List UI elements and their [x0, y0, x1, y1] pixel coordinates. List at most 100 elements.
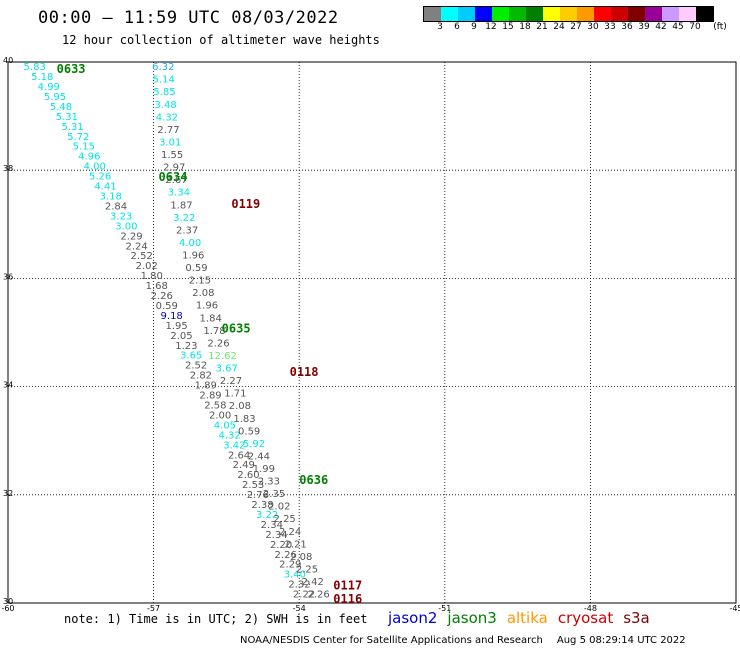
wave-height-value: 1.96: [196, 301, 218, 312]
wave-height-value: 2.44: [248, 451, 270, 462]
wave-height-value: 1.68: [146, 281, 168, 292]
wave-height-value: 1.78: [203, 326, 225, 337]
wave-height-value: 5.92: [243, 439, 265, 450]
page-title: 00:00 – 11:59 UTC 08/03/2022: [38, 8, 339, 28]
wave-height-value: 3.67: [216, 364, 238, 375]
page-subtitle: 12 hour collection of altimeter wave hei…: [62, 33, 380, 47]
wave-height-value: 12.62: [208, 351, 237, 362]
colorbar-tick-label: 18: [519, 22, 531, 32]
wave-height-value: 2.25: [274, 514, 296, 525]
wave-height-value: 5.83: [24, 62, 46, 73]
wave-height-value: 0.59: [238, 426, 260, 437]
wave-height-value: 2.34: [261, 520, 283, 531]
wave-height-value: 5.85: [153, 87, 175, 98]
wave-height-value: 5.95: [44, 92, 66, 103]
colorbar-tick-label: 27: [570, 22, 582, 32]
colorbar-tick-label: 39: [638, 22, 650, 32]
wave-height-value: 2.15: [189, 276, 211, 287]
wave-height-value: 1.80: [141, 271, 163, 282]
timestamp-text: Aug 5 08:29:14 UTC 2022: [556, 635, 686, 646]
pass-time-label: 0116: [333, 592, 362, 606]
wave-height-value: 2.34: [265, 530, 287, 541]
wave-height-value: 2.21: [284, 539, 306, 550]
wave-height-value: 2.97: [163, 163, 185, 174]
wave-height-value: 5.31: [61, 122, 83, 133]
x-tick-label: -45: [729, 604, 740, 613]
x-tick-label: -51: [438, 604, 451, 613]
footer: NOAA/NESDIS Center for Satellite Applica…: [240, 635, 686, 646]
wave-height-value: 4.05: [214, 420, 236, 431]
wave-height-value: 2.77: [157, 125, 179, 136]
wave-height-value: 9.18: [161, 311, 183, 322]
x-tick-label: -48: [584, 604, 597, 613]
legend-item-jason3: jason3: [447, 609, 497, 627]
legend-item-s3a: s3a: [623, 609, 650, 627]
wave-height-value: 4.32: [156, 112, 178, 123]
wave-height-value: 5.18: [31, 72, 53, 83]
wave-height-value: 1.99: [253, 464, 275, 475]
wave-height-value: 3.48: [154, 100, 176, 111]
wave-height-value: 2.32: [288, 580, 310, 591]
units-note: note: 1) Time is in UTC; 2) SWH is in fe…: [64, 612, 368, 626]
pass-time-label: 0635: [222, 322, 251, 336]
wave-height-value: 2.05: [170, 331, 192, 342]
wave-height-value: 3.00: [115, 221, 137, 232]
colorbar-swatch: [577, 7, 594, 21]
lat-lon-grid: [7, 61, 737, 604]
wave-height-value: 6.32: [152, 62, 174, 73]
wave-height-value: 5.26: [89, 172, 111, 183]
colorbar-swatch: [492, 7, 509, 21]
wave-height-value: 2.89: [199, 391, 221, 402]
wave-height-value: 3.18: [100, 191, 122, 202]
wave-height-value: 3.23: [110, 211, 132, 222]
wave-height-value: 2.08: [290, 552, 312, 563]
colorbar-swatch: [526, 7, 543, 21]
wave-height-value: 5.72: [67, 132, 89, 143]
y-tick-label: 36: [3, 272, 13, 281]
wave-height-value: 2.42: [302, 577, 324, 588]
wave-height-value: 5.31: [56, 112, 78, 123]
wave-height-value: 2.02: [268, 502, 290, 513]
wave-height-value: 2.33: [258, 477, 280, 488]
colorbar-swatch: [560, 7, 577, 21]
colorbar-tick-label: 24: [553, 22, 565, 32]
colorbar-tick-label: 33: [604, 22, 616, 32]
pass-time-label: 0634: [159, 170, 188, 184]
wave-height-value: 2.25: [296, 564, 318, 575]
colorbar-swatch: [696, 7, 713, 21]
wave-height-value: 0.59: [156, 301, 178, 312]
y-tick-label: 38: [3, 164, 13, 173]
wave-height-value: 3.65: [180, 351, 202, 362]
pass-time-label: 0119: [231, 197, 260, 211]
colorbar-swatch: [475, 7, 492, 21]
wave-height-value: 4.41: [94, 182, 116, 193]
wave-height-value: 1.83: [233, 414, 255, 425]
wave-height-value: 4.96: [78, 152, 100, 163]
pass-time-label: 0633: [57, 62, 86, 76]
colorbar-tick-label: 3: [437, 22, 443, 32]
y-tick-label: 30: [3, 597, 13, 606]
legend-item-altika: altika: [506, 609, 548, 627]
colorbar-swatch: [645, 7, 662, 21]
wave-height-value: 2.52: [131, 251, 153, 262]
wave-height-value: 2.22: [293, 590, 315, 601]
wave-height-value: 2.08: [192, 288, 214, 299]
wave-height-value: 3.40: [284, 570, 306, 581]
wave-height-value: 4.32: [218, 430, 240, 441]
wave-height-value: 5.48: [50, 102, 72, 113]
colorbar-tick-label: 36: [621, 22, 633, 32]
wave-height-value: 2.76: [247, 490, 269, 501]
colorbar-swatch: [628, 7, 645, 21]
wave-height-value: 2.24: [125, 241, 147, 252]
legend-item-cryosat: cryosat: [557, 609, 614, 627]
wave-height-value: 4.00: [84, 162, 106, 173]
wave-height-value: 2.26: [307, 590, 329, 601]
wave-height-value: 2.00: [209, 410, 231, 421]
pass-time-label: 0118: [290, 365, 319, 379]
wave-height-value: 1.23: [175, 341, 197, 352]
wave-height-value: 2.52: [185, 361, 207, 372]
map-frame: [7, 61, 737, 604]
wave-height-value: 5.14: [153, 75, 175, 86]
colorbar-swatch: [662, 7, 679, 21]
